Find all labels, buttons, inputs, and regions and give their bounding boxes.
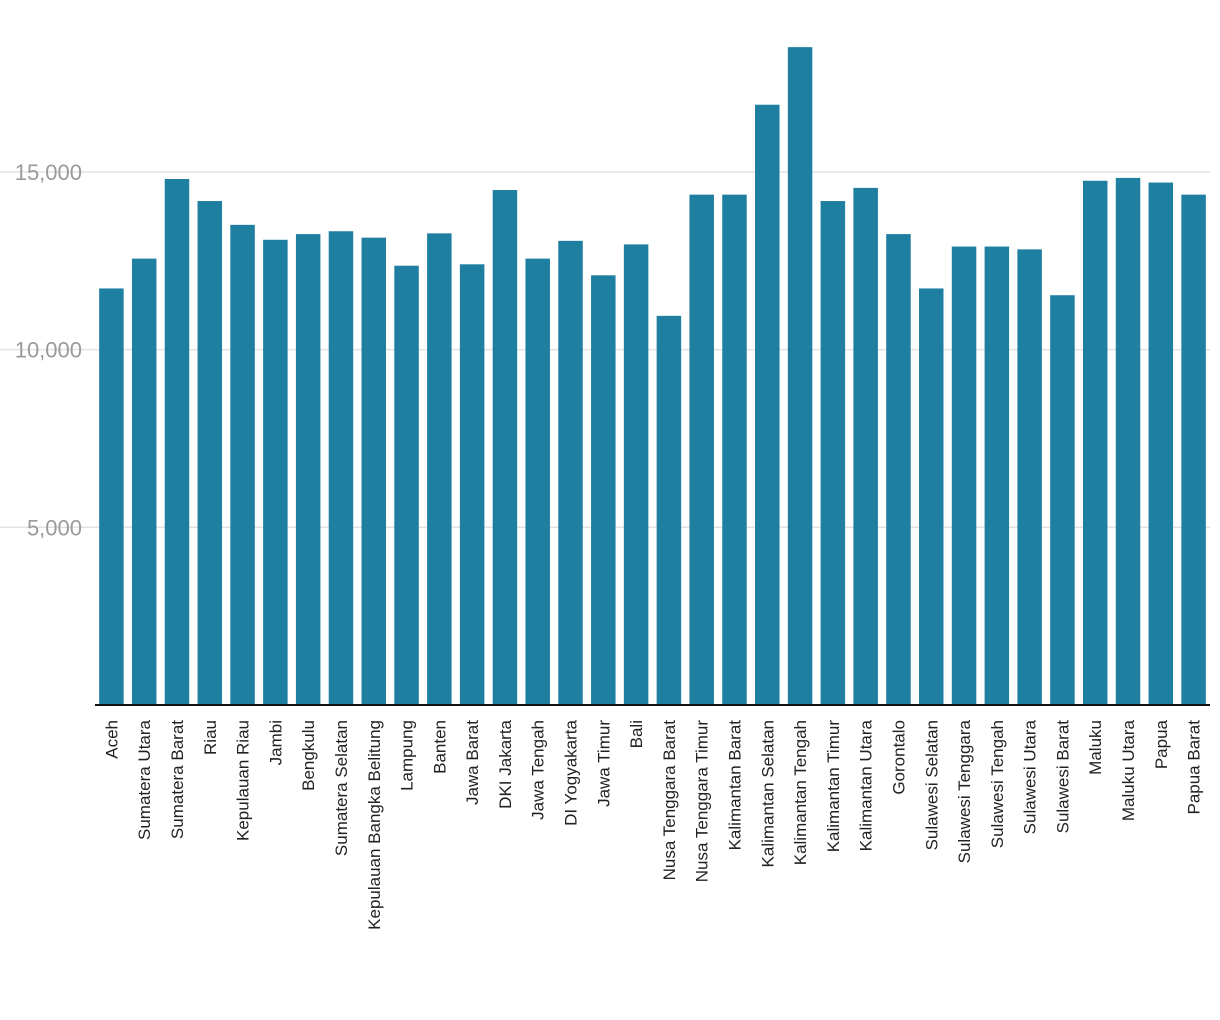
bar — [787, 47, 813, 706]
x-tick-label: Sulawesi Tengah — [988, 720, 1007, 848]
y-axis-labels: 5,000 10,000 15,000 — [15, 160, 82, 540]
x-tick-label: Sulawesi Selatan — [922, 720, 941, 850]
x-tick-label: Kalimantan Barat — [725, 720, 744, 851]
x-tick-label: Kalimantan Utara — [857, 719, 876, 851]
bar — [295, 234, 321, 706]
bar — [1050, 295, 1075, 705]
x-tick-label: Bali — [627, 720, 646, 748]
bar — [558, 240, 583, 705]
bar — [131, 258, 157, 705]
x-axis-labels: Aceh Sumatera Utara Sumatera Barat Riau Kepu… — [102, 719, 1203, 929]
bar — [263, 239, 288, 705]
x-tick-label: DKI Jakarta — [496, 719, 515, 808]
bar — [886, 234, 911, 706]
bar — [427, 233, 452, 706]
x-tick-label: Nusa Tenggara Timur — [693, 720, 712, 883]
bar — [853, 187, 878, 705]
bar — [820, 201, 846, 705]
x-tick-label: Maluku Utara — [1119, 719, 1138, 821]
x-tick-label: Sulawesi Tenggara — [955, 719, 974, 863]
x-tick-label: Nusa Tenggara Barat — [660, 720, 679, 881]
x-tick-label: Kepulauan Bangka Belitung — [365, 720, 384, 930]
bar — [1148, 182, 1174, 705]
x-tick-label: Kalimantan Timur — [824, 720, 843, 853]
x-tick-label: Jawa Timur — [594, 720, 613, 807]
bar — [951, 246, 977, 705]
x-tick-label: Papua — [1152, 719, 1171, 769]
bar — [492, 190, 518, 705]
bar — [1017, 249, 1042, 705]
x-tick-label: Kalimantan Tengah — [791, 720, 810, 865]
bar — [328, 231, 354, 705]
y-tick-label: 5,000 — [27, 515, 82, 540]
bar — [394, 265, 419, 705]
x-tick-label: Banten — [430, 720, 449, 774]
bar — [459, 264, 485, 705]
bar — [1181, 194, 1206, 706]
x-tick-label: Bengkulu — [299, 720, 318, 791]
x-tick-label: Jawa Barat — [463, 720, 482, 805]
bar — [984, 246, 1010, 705]
x-tick-label: Gorontalo — [889, 720, 908, 795]
x-tick-label: Sumatera Selatan — [332, 720, 351, 856]
x-tick-label: DI Yogyakarta — [562, 719, 581, 825]
x-tick-label: Maluku — [1086, 720, 1105, 775]
bar — [1082, 180, 1108, 705]
bar — [623, 244, 649, 705]
x-tick-label: Kepulauan Riau — [234, 720, 253, 841]
bar — [1115, 177, 1141, 705]
x-tick-label: Sulawesi Barat — [1053, 720, 1072, 834]
x-tick-label: Papua Barat — [1185, 720, 1204, 815]
x-tick-label: Sumatera Barat — [168, 720, 187, 839]
x-tick-label: Riau — [201, 720, 220, 755]
bar — [656, 315, 682, 705]
y-tick-label: 10,000 — [15, 338, 82, 363]
x-tick-label: Jawa Tengah — [529, 720, 548, 820]
bar — [591, 275, 616, 705]
bar — [525, 258, 550, 705]
x-tick-label: Kalimantan Selatan — [758, 720, 777, 867]
bar — [99, 288, 124, 705]
x-tick-label: Sumatera Utara — [135, 719, 154, 840]
bar — [197, 201, 223, 705]
x-tick-label: Aceh — [102, 720, 121, 759]
x-tick-label: Sulawesi Utara — [1021, 719, 1040, 834]
bar — [361, 237, 386, 705]
bar — [755, 104, 780, 705]
bar — [722, 194, 747, 706]
bar — [230, 224, 255, 705]
bar — [689, 194, 714, 706]
bar — [164, 179, 190, 705]
bars — [99, 47, 1206, 706]
x-tick-label: Lampung — [398, 720, 417, 791]
bar — [919, 288, 944, 705]
y-tick-label: 15,000 — [15, 160, 82, 185]
x-tick-label: Jambi — [266, 720, 285, 765]
